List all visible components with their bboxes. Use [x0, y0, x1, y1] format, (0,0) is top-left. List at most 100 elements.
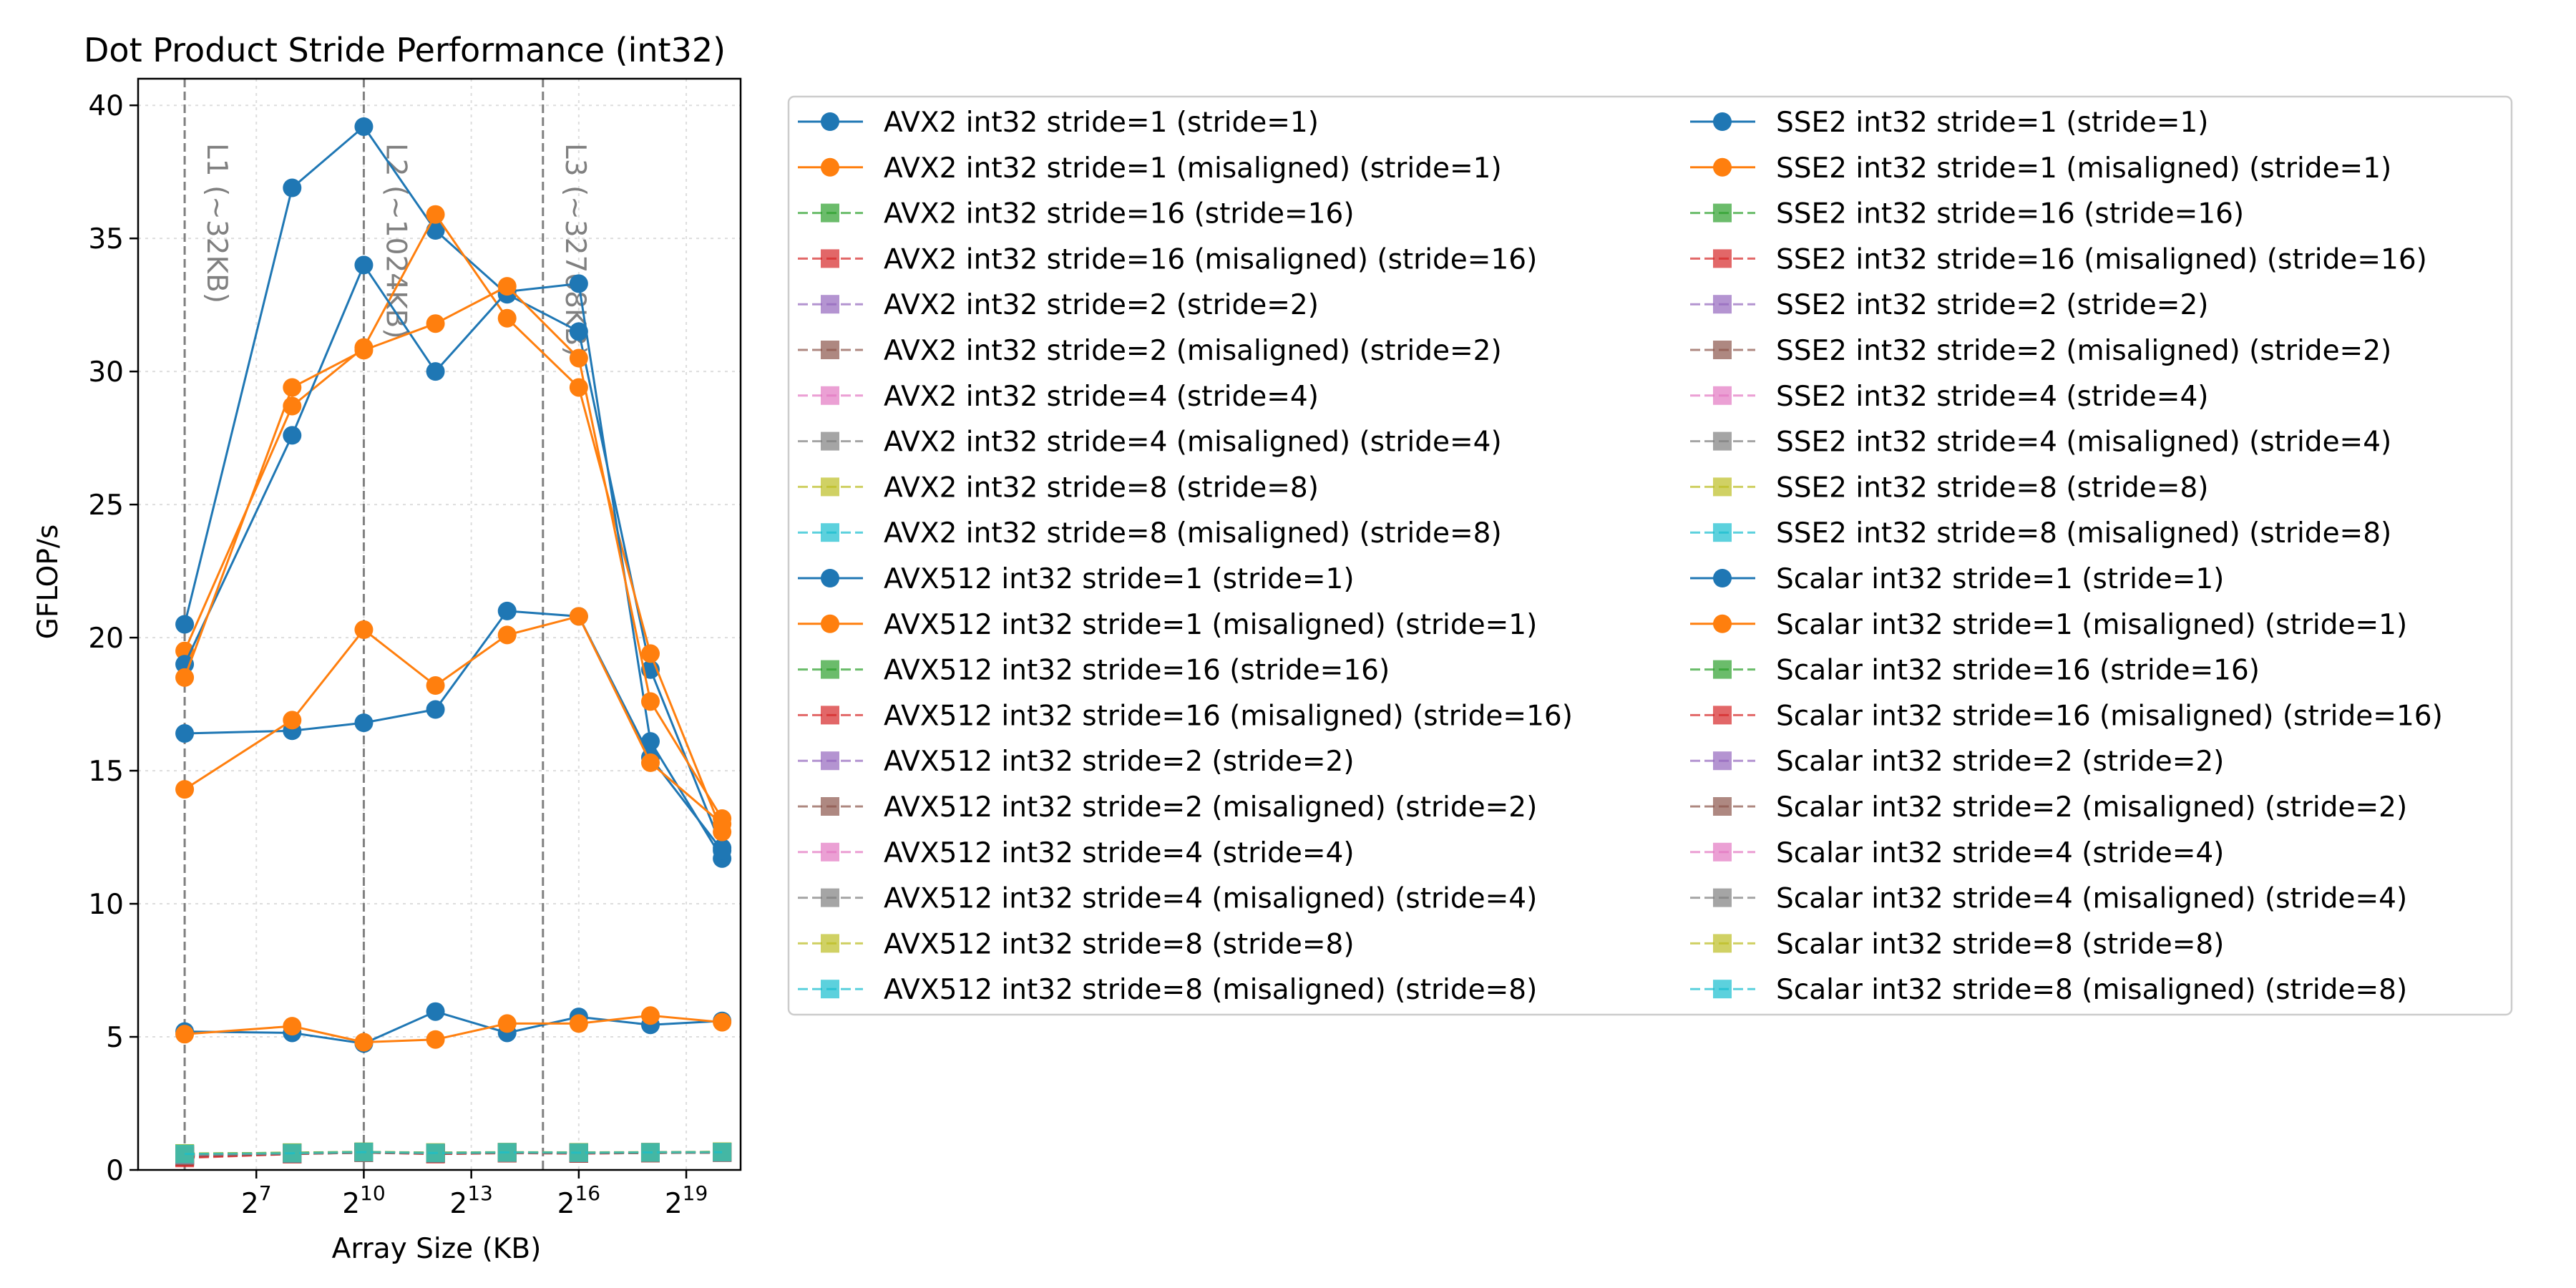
legend-item: Scalar int32 stride=2 (misaligned) (stri…	[1690, 791, 2407, 824]
x-tick-label: 27	[241, 1181, 272, 1220]
legend-marker	[1713, 569, 1732, 587]
legend-label: AVX2 int32 stride=16 (stride=16)	[884, 198, 1355, 230]
cache-size-label: L1 (~32KB)	[200, 143, 233, 303]
legend-item: SSE2 int32 stride=16 (misaligned) (strid…	[1690, 243, 2427, 275]
legend-item: Scalar int32 stride=4 (stride=4)	[1690, 837, 2224, 869]
series-line	[185, 1151, 723, 1156]
data-point	[713, 1143, 732, 1162]
legend-item: SSE2 int32 stride=8 (misaligned) (stride…	[1690, 517, 2391, 550]
legend-item: SSE2 int32 stride=4 (stride=4)	[1690, 381, 2209, 413]
legend-item: AVX2 int32 stride=16 (stride=16)	[798, 198, 1355, 230]
data-point	[283, 426, 302, 445]
legend-label: Scalar int32 stride=8 (misaligned) (stri…	[1776, 974, 2407, 1006]
y-tick-label: 0	[106, 1155, 124, 1187]
legend: AVX2 int32 stride=1 (stride=1) AVX2 int32…	[787, 95, 2513, 1016]
legend-marker	[1713, 980, 1732, 999]
y-tick-label: 35	[88, 223, 124, 255]
series-line	[183, 263, 723, 859]
data-point	[569, 274, 588, 293]
data-point	[283, 1017, 302, 1036]
x-tick-label: 213	[449, 1181, 492, 1220]
legend-marker	[1713, 295, 1732, 314]
y-tick-label: 10	[88, 889, 124, 921]
legend-item: SSE2 int32 stride=2 (misaligned) (stride…	[1690, 335, 2391, 367]
data-point	[283, 1143, 302, 1163]
legend-item: AVX2 int32 stride=4 (stride=4)	[798, 381, 1319, 413]
legend-label: SSE2 int32 stride=2 (misaligned) (stride…	[1776, 335, 2391, 367]
legend-label: AVX2 int32 stride=2 (misaligned) (stride…	[884, 335, 1502, 367]
legend-item: Scalar int32 stride=16 (stride=16)	[1690, 655, 2260, 687]
legend-item: SSE2 int32 stride=2 (stride=2)	[1690, 289, 2209, 321]
legend-label: SSE2 int32 stride=4 (stride=4)	[1776, 381, 2209, 413]
data-point	[354, 1143, 374, 1162]
legend-item: AVX512 int32 stride=1 (misaligned) (stri…	[798, 609, 1537, 641]
legend-item: SSE2 int32 stride=1 (misaligned) (stride…	[1690, 152, 2391, 185]
series-line	[185, 1010, 723, 1045]
legend-item: Scalar int32 stride=1 (misaligned) (stri…	[1690, 609, 2407, 641]
series	[175, 1143, 732, 1163]
data-point	[354, 117, 374, 136]
legend-label: AVX512 int32 stride=1 (misaligned) (stri…	[884, 609, 1537, 641]
x-tick-label: 219	[665, 1181, 708, 1220]
data-point	[640, 644, 660, 663]
legend-label: AVX2 int32 stride=1 (stride=1)	[884, 107, 1319, 139]
data-point	[426, 221, 445, 240]
legend-label: SSE2 int32 stride=1 (stride=1)	[1776, 107, 2209, 139]
legend-label: AVX512 int32 stride=16 (stride=16)	[884, 655, 1390, 687]
y-tick-label: 30	[88, 356, 124, 389]
legend-label: AVX512 int32 stride=8 (stride=8)	[884, 928, 1355, 960]
legend-item: AVX512 int32 stride=2 (stride=2)	[798, 746, 1355, 778]
data-point	[569, 1014, 588, 1033]
data-point	[283, 378, 302, 397]
legend-marker	[821, 842, 839, 862]
data-point	[713, 1013, 732, 1032]
legend-label: AVX2 int32 stride=4 (misaligned) (stride…	[884, 426, 1502, 459]
plot-frame	[137, 77, 742, 1171]
legend-item: AVX2 int32 stride=2 (stride=2)	[798, 289, 1319, 321]
y-tick-label: 20	[88, 623, 124, 655]
legend-item: Scalar int32 stride=2 (stride=2)	[1690, 746, 2224, 778]
data-point	[640, 1006, 660, 1025]
x-tick-label: 216	[557, 1181, 600, 1220]
legend-item: SSE2 int32 stride=8 (stride=8)	[1690, 472, 2209, 504]
data-point	[569, 322, 588, 341]
data-point	[354, 1033, 374, 1052]
data-point	[426, 1143, 445, 1163]
legend-label: Scalar int32 stride=4 (misaligned) (stri…	[1776, 883, 2407, 915]
chart-title: Dot Product Stride Performance (int32)	[84, 31, 726, 69]
legend-marker	[1713, 249, 1732, 268]
legend-label: AVX2 int32 stride=4 (stride=4)	[884, 381, 1319, 413]
legend-marker	[821, 249, 839, 268]
legend-marker	[1713, 341, 1732, 359]
legend-marker	[1713, 523, 1732, 542]
legend-label: AVX2 int32 stride=16 (misaligned) (strid…	[884, 243, 1537, 275]
legend-label: AVX512 int32 stride=2 (stride=2)	[884, 746, 1355, 778]
data-point	[640, 692, 660, 711]
data-point	[640, 753, 660, 772]
data-point	[426, 700, 445, 719]
legend-marker	[1713, 706, 1732, 725]
cache-size-markers: L1 (~32KB) L2 (~1024KB) L3 (~32768KB)	[183, 79, 591, 1170]
legend-label: Scalar int32 stride=8 (stride=8)	[1776, 928, 2224, 960]
legend-marker	[1713, 888, 1732, 907]
data-point	[175, 780, 195, 799]
y-tick-label: 25	[88, 489, 124, 522]
y-tick-label: 5	[106, 1022, 124, 1054]
data-point	[354, 341, 374, 360]
legend-marker	[1713, 157, 1732, 177]
legend-frame	[787, 95, 2513, 1016]
legend-label: SSE2 int32 stride=8 (stride=8)	[1776, 472, 2209, 504]
legend-label: AVX2 int32 stride=2 (stride=2)	[884, 289, 1319, 321]
data-point	[713, 814, 732, 834]
legend-item: Scalar int32 stride=1 (stride=1)	[1690, 563, 2224, 595]
legend-marker	[821, 797, 839, 816]
legend-marker	[821, 706, 839, 725]
legend-label: Scalar int32 stride=16 (misaligned) (str…	[1776, 700, 2443, 732]
legend-label: Scalar int32 stride=4 (stride=4)	[1776, 837, 2224, 869]
legend-marker	[821, 660, 839, 679]
legend-label: AVX512 int32 stride=1 (stride=1)	[884, 563, 1355, 595]
legend-label: AVX512 int32 stride=8 (misaligned) (stri…	[884, 974, 1537, 1006]
legend-marker	[821, 203, 839, 223]
legend-item: Scalar int32 stride=4 (misaligned) (stri…	[1690, 883, 2407, 915]
